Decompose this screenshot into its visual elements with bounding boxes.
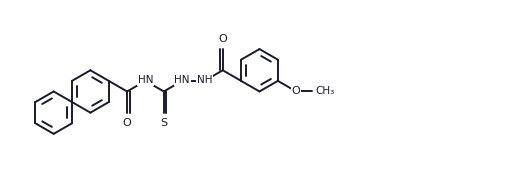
Text: CH₃: CH₃ <box>315 86 334 97</box>
Text: NH: NH <box>197 75 212 85</box>
Text: O: O <box>123 118 131 128</box>
Text: HN: HN <box>174 75 189 85</box>
Text: O: O <box>291 86 300 97</box>
Text: HN: HN <box>138 75 154 85</box>
Text: O: O <box>218 34 226 44</box>
Text: S: S <box>160 118 167 128</box>
